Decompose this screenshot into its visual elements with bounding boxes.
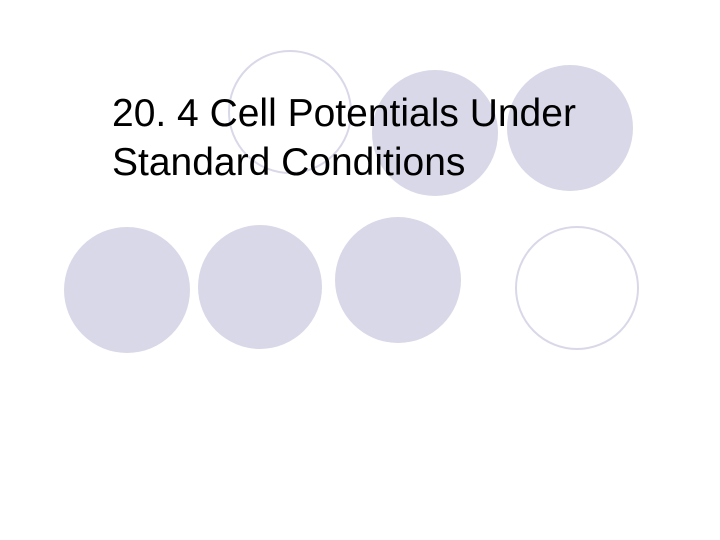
slide: 20. 4 Cell Potentials Under Standard Con… bbox=[0, 0, 720, 540]
title-line-2: Standard Conditions bbox=[112, 139, 576, 188]
decor-circle-5 bbox=[198, 225, 322, 349]
decor-circle-7 bbox=[515, 226, 639, 350]
title-line-1: 20. 4 Cell Potentials Under bbox=[112, 90, 576, 139]
page-title: 20. 4 Cell Potentials Under Standard Con… bbox=[112, 90, 576, 188]
decor-circle-4 bbox=[64, 227, 190, 353]
decor-circle-6 bbox=[335, 217, 461, 343]
